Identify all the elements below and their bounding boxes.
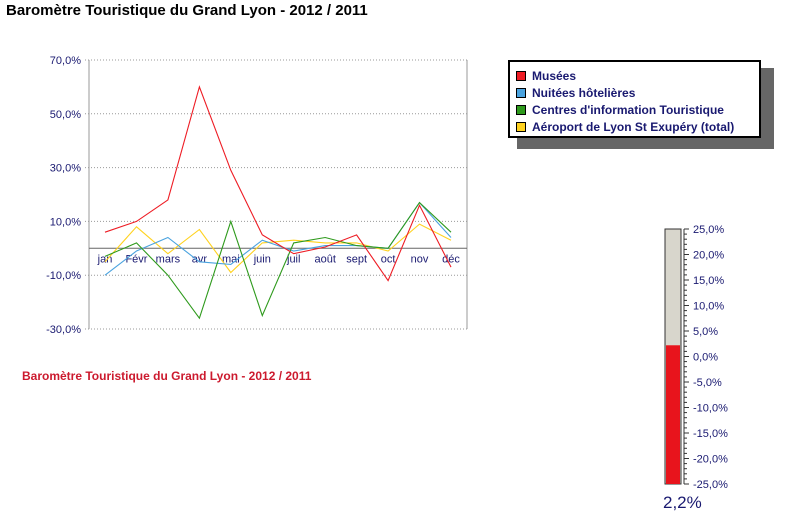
thermometer-gauge: 25,0% 20,0% 15,0% 10,0% 5,0% 0,0% -5,0% -10,0% -…	[664, 224, 728, 491]
x-tick-label: août	[314, 253, 335, 265]
legend-swatch	[516, 121, 526, 132]
gauge-tick-label: 0,0%	[693, 352, 718, 364]
line-chart: 70,0%50,0%30,0%10,0%-10,0%-30,0%jan Févr m…	[46, 55, 468, 336]
legend-swatch	[516, 87, 526, 98]
gauge-tick-label: 10,0%	[693, 301, 724, 313]
y-tick-label: 70,0%	[50, 55, 81, 67]
page-title: Baromètre Touristique du Grand Lyon - 20…	[6, 2, 368, 19]
gauge-tick-label: 25,0%	[693, 224, 724, 236]
x-tick-label: oct	[381, 253, 396, 265]
y-tick-label: -30,0%	[46, 324, 81, 336]
x-tick-label: mai	[222, 253, 240, 265]
legend-swatch	[516, 104, 526, 115]
x-tick-label: déc	[442, 253, 460, 265]
x-tick-label: juil	[286, 253, 300, 265]
gauge-tick-label: -10,0%	[693, 403, 728, 415]
chart-caption: Baromètre Touristique du Grand Lyon - 20…	[22, 369, 312, 383]
legend-label: Centres d'information Touristique	[532, 102, 724, 117]
x-tick-label: mars	[156, 253, 181, 265]
y-tick-label: 10,0%	[50, 216, 81, 228]
gauge-tick-label: -20,0%	[693, 454, 728, 466]
gauge-value-label: 2,2%	[663, 493, 702, 512]
y-tick-label: 30,0%	[50, 163, 81, 175]
series-line-3	[104, 223, 452, 274]
x-tick-label: nov	[411, 253, 429, 265]
x-tick-label: sept	[346, 253, 367, 265]
x-tick-label: juin	[253, 253, 271, 265]
legend-item-nuitees: Nuitées hôtelières	[516, 84, 753, 101]
gauge-tick-label: -5,0%	[693, 377, 722, 389]
gauge-tick-label: 15,0%	[693, 275, 724, 287]
gauge-fill	[666, 345, 680, 484]
series-line-2	[104, 201, 452, 320]
legend-label: Aéroport de Lyon St Exupéry (total)	[532, 119, 735, 134]
legend-item-centres: Centres d'information Touristique	[516, 101, 753, 118]
y-tick-label: -10,0%	[46, 270, 81, 282]
legend-label: Musées	[532, 68, 577, 83]
legend-item-aeroport: Aéroport de Lyon St Exupéry (total)	[516, 118, 753, 135]
gauge-tick-label: 5,0%	[693, 326, 718, 338]
x-tick-label: jan	[97, 253, 113, 265]
gauge-tick-label: -15,0%	[693, 428, 728, 440]
gauge-tick-label: -25,0%	[693, 479, 728, 491]
legend: Musées Nuitées hôtelières Centres d'info…	[508, 60, 761, 138]
gauge-tick-label: 20,0%	[693, 250, 724, 262]
x-tick-label: Févr	[125, 253, 147, 265]
legend-item-musees: Musées	[516, 67, 753, 84]
series-line-0	[104, 85, 452, 282]
x-tick-label: avr	[192, 253, 208, 265]
y-tick-label: 50,0%	[50, 109, 81, 121]
legend-label: Nuitées hôtelières	[532, 85, 636, 100]
legend-swatch	[516, 70, 526, 81]
